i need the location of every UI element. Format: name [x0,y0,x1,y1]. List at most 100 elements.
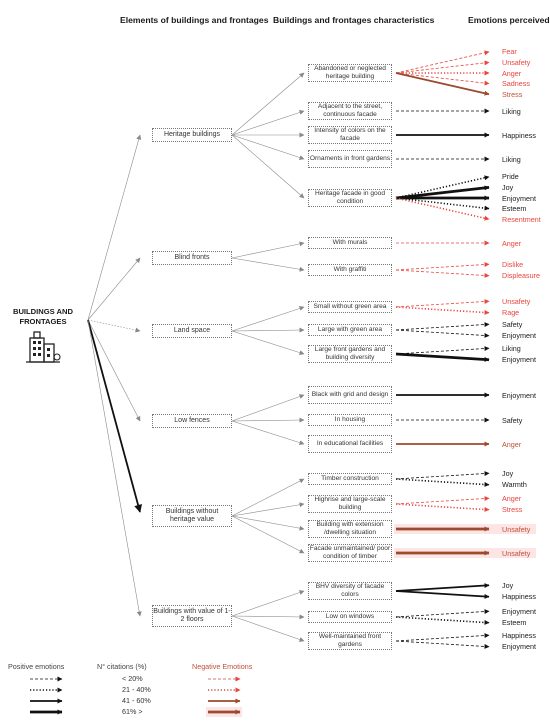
legend-layer [30,676,242,717]
emotion-esteem: Esteem [502,618,527,628]
characteristic-small-without-green-area: Small without green area [308,301,392,313]
emotion-arrow-large-with-green-area-enjoyment [395,329,490,338]
characteristic-bhv-diversity-of-facade-colors: BHV diversity of facade colors [308,582,392,600]
emotion-arrow-large-front-gardens-and-building-diversity-enjoyment [395,352,490,362]
emotion-enjoyment: Enjoyment [502,606,536,616]
element-link-highrise-and-large-scale-building [231,502,305,517]
characteristic-abandoned-or-neglected-heritage-building: Abandoned or neglected heritage building [308,64,392,82]
emotion-stress: Stress [502,505,523,515]
element-heritage-buildings: Heritage buildings [152,128,232,142]
element-link-well-maintained-front-gardens [231,615,305,642]
emotion-liking: Liking [502,343,521,353]
emotion-arrow-low-on-windows-esteem [395,616,490,625]
emotions-header: Emotions perceived [468,15,550,25]
element-blind-fronts: Blind fronts [152,251,232,265]
emotion-enjoyment: Enjoyment [502,331,536,341]
emotion-arrow-highrise-and-large-scale-building-anger [395,496,490,505]
emotion-arrow-well-maintained-front-gardens-happiness [395,633,490,642]
legend-level-2: 21 - 40% [122,685,151,694]
element-link-abandoned-or-neglected-heritage-building [231,72,305,136]
emotion-arrow-large-with-green-area-safety [395,322,490,331]
characteristics-header: Buildings and frontages characteristics [273,15,435,25]
emotion-arrow-small-without-green-area-rage [395,306,490,315]
emotion-anger: Anger [502,68,522,78]
emotion-dislike: Dislike [502,259,524,269]
element-link-in-educational-facilities [231,420,305,446]
root-label-line2: FRONTAGES [19,317,67,326]
emotion-arrow-large-front-gardens-and-building-diversity-liking [395,346,490,355]
emotion-anger: Anger [502,493,522,503]
element-link-bhv-diversity-of-facade-colors [231,590,305,617]
emotion-arrow-with-graffiti-displeasure [395,269,490,278]
characteristic-highrise-and-large-scale-building: Highrise and large-scale building [308,495,392,513]
characteristic-black-with-grid-and-design: Black with grid and design [308,386,392,404]
emotion-joy: Joy [502,468,514,478]
characteristic-building-with-extension-dwelling-situation: Building with extension /dwelling situat… [308,520,392,538]
root-link-low-fences [87,319,141,422]
emotion-joy: Joy [502,580,514,590]
emotion-joy: Joy [502,182,514,192]
emotion-arrow-bhv-diversity-of-facade-colors-happiness [395,590,490,599]
emotion-unsafety: Unsafety [502,57,531,67]
emotion-liking: Liking [502,154,521,164]
emotion-arrow-heritage-facade-in-good-condition-resentment [395,197,490,221]
element-link-small-without-green-area [231,306,305,332]
element-link-facade-unmaintained-poor-condition-of-timber [231,515,305,554]
element-buildings-with-value-of-1-2-floors: Buildings with value of 1-2 floors [152,605,232,627]
emotion-unsafety: Unsafety [502,524,531,534]
characteristic-with-graffiti: With graffiti [308,264,392,276]
root-label-line1: BUILDINGS AND [12,307,74,316]
emotion-arrow-abandoned-or-neglected-heritage-building-sadness [395,72,490,86]
root-label: BUILDINGS AND FRONTAGES [6,307,80,327]
emotion-rage: Rage [502,308,520,318]
emotion-anger: Anger [502,439,522,449]
emotion-sadness: Sadness [502,79,530,89]
legend-positive-title: Positive emotions [8,662,65,671]
legend-level-3: 41 - 60% [122,696,151,705]
emotion-happiness: Happiness [502,630,536,640]
legend-level-4: 61% > [122,707,143,716]
root-link-buildings-with-value-of-1-2-floors [87,319,142,617]
element-link-timber-construction [231,478,305,517]
element-link-in-housing [231,417,305,423]
emotion-happiness: Happiness [502,592,536,602]
emotion-arrow-timber-construction-joy [395,471,490,480]
links-layer [87,50,536,649]
emotion-esteem: Esteem [502,204,527,214]
characteristic-with-murals: With murals [308,237,392,249]
emotion-unsafety: Unsafety [502,296,531,306]
characteristic-facade-unmaintained-poor-condition-of-timber: Facade unmaintained/ poor condition of t… [308,544,392,562]
emotion-unsafety: Unsafety [502,548,531,558]
emotion-enjoyment: Enjoyment [502,355,536,365]
elements-header: Elements of buildings and frontages [120,15,269,25]
legend-negative-title: Negative Emotions [192,662,253,671]
element-link-black-with-grid-and-design [231,394,305,422]
characteristic-timber-construction: Timber construction [308,473,392,485]
characteristic-low-on-windows: Low on windows [308,611,392,623]
emotion-arrow-with-graffiti-dislike [395,262,490,271]
characteristic-well-maintained-front-gardens: Well-maintained front gardens [308,632,392,650]
element-link-with-graffiti [231,257,305,272]
characteristic-large-with-green-area: Large with green area [308,324,392,336]
emotion-arrow-small-without-green-area-unsafety [395,299,490,308]
emotion-enjoyment: Enjoyment [502,193,536,203]
element-link-large-front-gardens-and-building-diversity [231,330,305,356]
emotion-fear: Fear [502,47,517,57]
element-low-fences: Low fences [152,414,232,428]
emotion-enjoyment: Enjoyment [502,642,536,652]
root-link-buildings-without-heritage-value [87,319,142,513]
characteristic-intensity-of-colors-on-the-facade: Intensity of colors on the facade [308,126,392,144]
legend-citations-title: N° citations (%) [97,662,147,671]
emotion-arrow-well-maintained-front-gardens-enjoyment [395,640,490,649]
emotion-arrow-bhv-diversity-of-facade-colors-joy [395,583,490,592]
legend-level-1: < 20% [122,674,143,683]
root-link-land-space [87,319,141,333]
emotion-safety: Safety [502,319,523,329]
element-link-with-murals [231,241,305,259]
characteristic-in-housing: In housing [308,414,392,426]
buildings-icon [26,331,61,363]
emotion-safety: Safety [502,415,523,425]
emotion-arrow-highrise-and-large-scale-building-stress [395,503,490,512]
emotion-enjoyment: Enjoyment [502,390,536,400]
